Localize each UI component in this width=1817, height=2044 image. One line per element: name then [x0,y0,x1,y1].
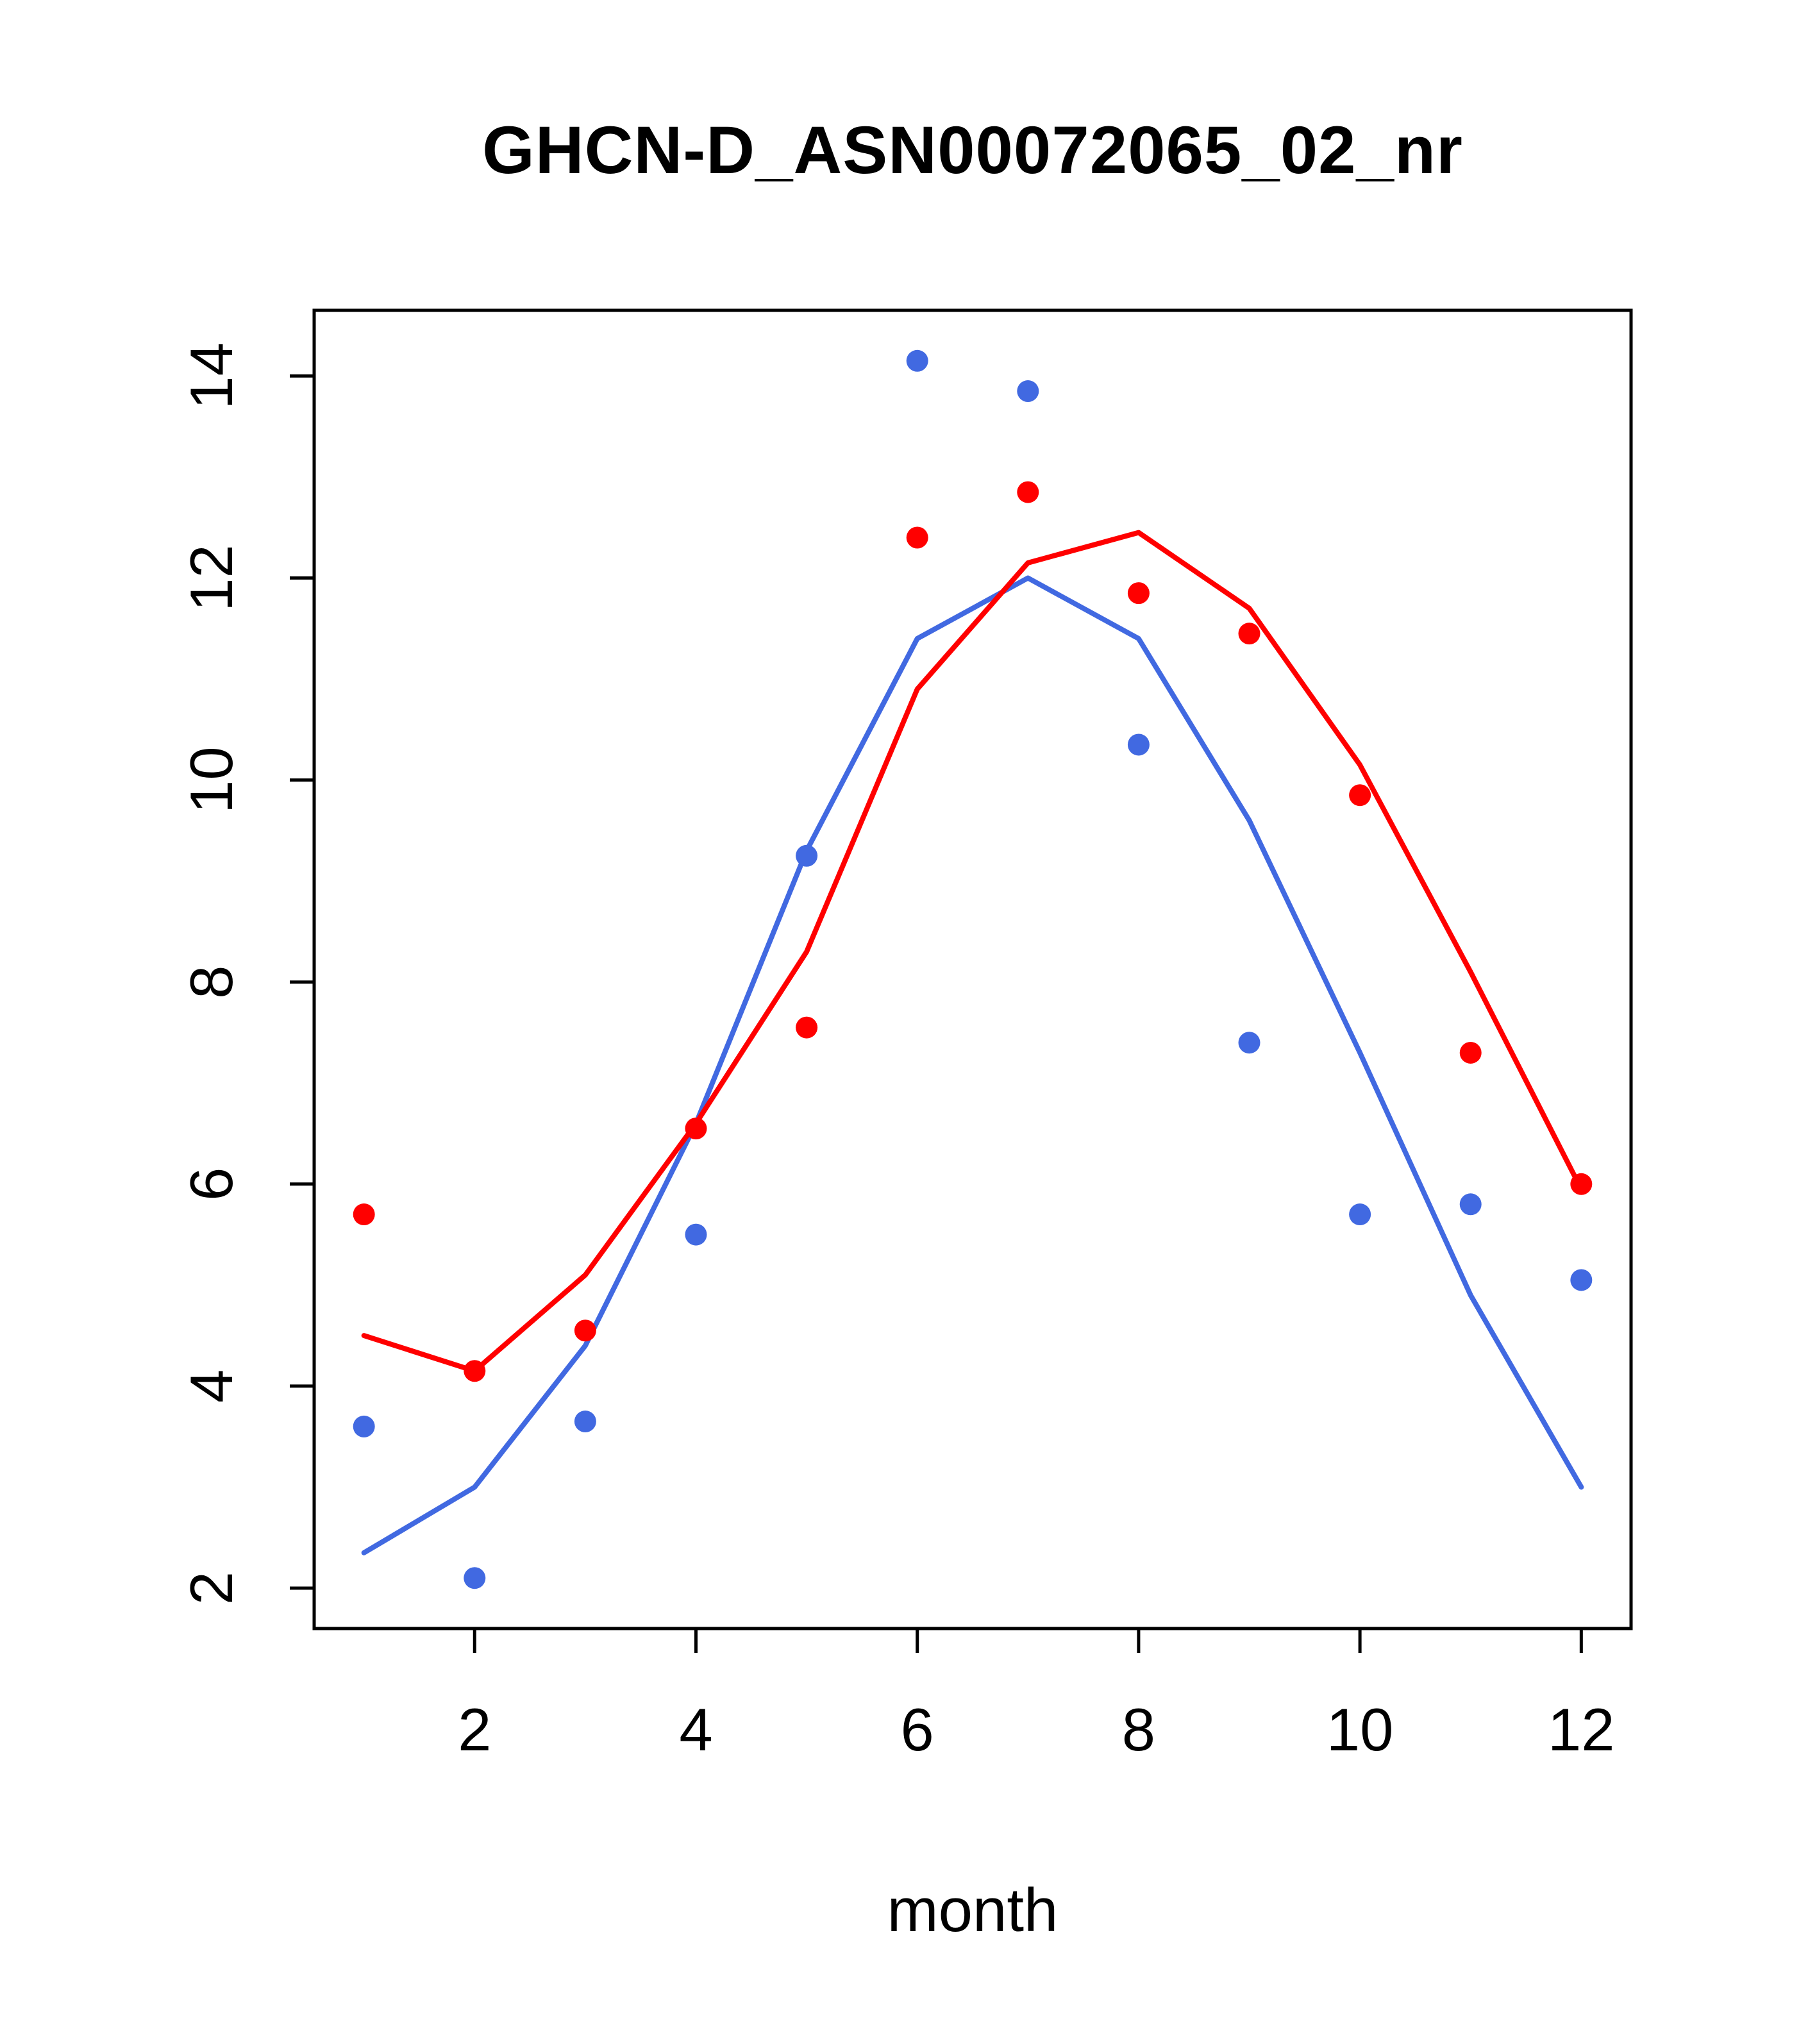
blue-points-point [906,349,928,372]
chart-title: GHCN-D_ASN00072065_02_nr [482,113,1463,188]
plot-box [312,308,1633,1630]
red-points-point [906,526,928,549]
series-blue-points [353,349,1593,1589]
red-points-point [574,1319,596,1342]
y-tick-label: 14 [178,342,245,410]
x-axis-title: month [887,1876,1059,1945]
red-points-point [464,1360,486,1382]
y-tick-label: 2 [178,1571,245,1605]
red-points-point [353,1203,375,1226]
series-blue-line [361,575,1584,1555]
red-points-point [1349,784,1371,807]
blue-points-point [1238,1032,1260,1054]
red-points-point [1459,1041,1482,1064]
blue-points-point [1127,733,1150,756]
red-points-point [1017,481,1039,503]
x-tick-label: 12 [1548,1696,1615,1763]
blue-points-point [574,1411,596,1433]
red-points-point [685,1118,707,1140]
blue-points-point [464,1567,486,1589]
x-tick-label: 6 [901,1696,934,1763]
blue-points-point [1459,1193,1482,1216]
red-points-point [1238,623,1260,645]
y-tick-label: 10 [178,746,245,814]
x-axis: 2 4 6 8 10 12 [458,1629,1615,1763]
blue-points-point [796,844,818,867]
y-tick-label: 12 [178,544,245,612]
x-tick-label: 2 [458,1696,491,1763]
red-line-path [361,530,1584,1374]
blue-line-path [361,575,1584,1555]
series-red-line [361,530,1584,1374]
blue-points-point [1349,1203,1371,1226]
red-points-point [1127,582,1150,605]
blue-points-point [685,1223,707,1246]
x-tick-label: 8 [1122,1696,1155,1763]
y-tick-label: 6 [178,1168,245,1201]
x-tick-label: 10 [1327,1696,1394,1763]
red-points-point [1570,1173,1593,1195]
red-points-point [796,1016,818,1039]
x-tick-label: 4 [679,1696,712,1763]
blue-points-point [1017,380,1039,403]
series-red-points [353,481,1593,1382]
y-tick-label: 4 [178,1370,245,1403]
blue-points-point [353,1415,375,1437]
y-axis: 2 4 6 8 10 12 14 [178,342,314,1605]
blue-points-point [1570,1269,1593,1291]
y-tick-label: 8 [178,966,245,999]
